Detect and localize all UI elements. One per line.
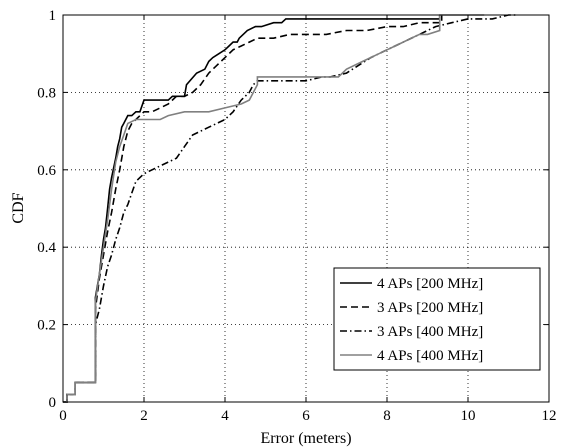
x-tick-label: 6 (302, 408, 310, 424)
legend-label-3: 3 APs [400 MHz] (377, 324, 483, 340)
grid-lines (63, 15, 549, 402)
axis-ticks (62, 14, 550, 403)
series-line-2 (63, 15, 443, 403)
legend-label-4: 4 APs [400 MHz] (377, 348, 483, 364)
x-axis-label: Error (meters) (260, 430, 351, 447)
y-tick-label: 0 (49, 395, 57, 411)
y-tick-label: 0.2 (37, 318, 56, 334)
x-tick-label: 0 (59, 408, 67, 424)
tick-labels: 0 2 4 6 8 10 12 0 0.2 0.4 0.6 0.8 1 (37, 8, 556, 424)
y-tick-label: 0.8 (37, 85, 56, 101)
series-layer (63, 14, 517, 403)
x-tick-label: 8 (383, 408, 391, 424)
legend: 4 APs [200 MHz] 3 APs [200 MHz] 3 APs [400… (333, 267, 541, 371)
x-tick-label: 2 (140, 408, 148, 424)
x-tick-label: 12 (542, 408, 557, 424)
y-tick-label: 1 (49, 8, 57, 24)
x-tick-label: 4 (221, 408, 229, 424)
y-tick-label: 0.6 (37, 163, 56, 179)
legend-label-2: 3 APs [200 MHz] (377, 300, 483, 316)
x-tick-label: 10 (461, 408, 476, 424)
legend-label-1: 4 APs [200 MHz] (377, 276, 483, 292)
legend-box (333, 267, 541, 371)
y-tick-label: 0.4 (37, 240, 56, 256)
series-line-4 (63, 14, 485, 403)
y-axis-label: CDF (10, 192, 27, 223)
